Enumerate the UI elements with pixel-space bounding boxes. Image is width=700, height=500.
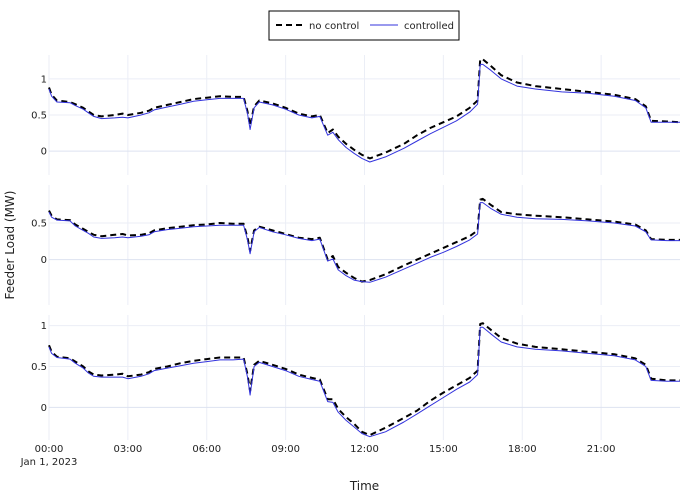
y-tick-label: 1 (41, 321, 47, 332)
x-tick-label: 18:00 (508, 444, 537, 455)
x-tick-label: 06:00 (192, 444, 221, 455)
y-tick-label: 0.5 (31, 362, 47, 373)
series-line-no-control (48, 58, 681, 160)
y-axis-title: Feeder Load (MW) (3, 191, 17, 300)
y-tick-label: 0.5 (31, 111, 47, 122)
x-tick-label: 09:00 (271, 444, 300, 455)
x-axis-title: Time (349, 479, 379, 493)
legend: no control controlled (268, 10, 460, 41)
x-tick-label: 03:00 (113, 444, 142, 455)
x-tick-label: 15:00 (429, 444, 458, 455)
legend-label-no-control: no control (309, 21, 359, 32)
series-line-no-control (48, 197, 680, 283)
series-line-no-control (48, 322, 680, 437)
x-date-label: Jan 1, 2023 (20, 457, 78, 468)
y-tick-label: 1 (41, 74, 47, 85)
y-tick-label: 0.5 (31, 219, 47, 230)
y-tick-label: 0 (41, 255, 47, 266)
y-tick-label: 0 (41, 147, 47, 158)
x-tick-label: 00:00 (35, 444, 64, 455)
series-line-controlled (48, 63, 680, 163)
x-tick-label: 21:00 (587, 444, 616, 455)
y-tick-label: 0 (41, 403, 47, 414)
x-tick-label: 12:00 (350, 444, 379, 455)
series-line-controlled (48, 202, 680, 283)
legend-label-controlled: controlled (404, 21, 454, 32)
series-line-controlled (48, 326, 680, 438)
